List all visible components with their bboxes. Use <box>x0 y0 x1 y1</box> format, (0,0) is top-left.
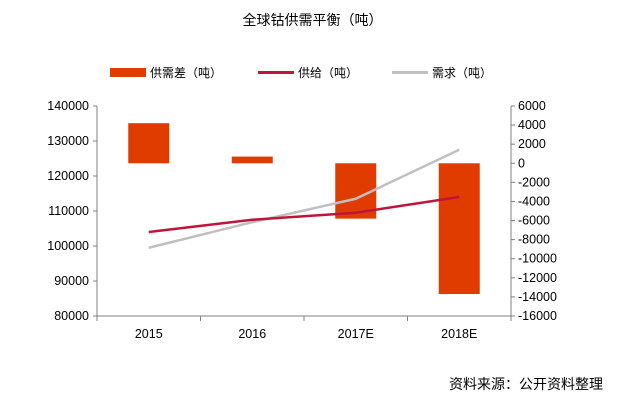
bar-supply-demand-gap <box>231 156 273 164</box>
right-tick-label: -10000 <box>518 252 557 266</box>
legend-item-demand: 需求（吨） <box>392 62 492 82</box>
right-tick-label: -14000 <box>518 290 557 304</box>
source-note: 资料来源：公开资料整理 <box>449 377 603 393</box>
legend-swatch-supply <box>258 70 294 74</box>
bar-supply-demand-gap <box>438 163 480 295</box>
x-tick-label: 2016 <box>238 327 266 341</box>
right-tick-label: -4000 <box>518 194 550 208</box>
right-tick-label: 0 <box>518 156 525 170</box>
left-tick-label: 80000 <box>54 309 89 323</box>
left-tick-label: 110000 <box>48 204 89 218</box>
chart-title: 全球钴供需平衡（吨） <box>242 13 383 29</box>
right-tick-label: 4000 <box>518 118 546 132</box>
legend-swatch-demand <box>392 70 428 74</box>
legend-swatch-gap <box>110 67 146 77</box>
right-tick-label: -6000 <box>518 214 550 228</box>
right-tick-label: 2000 <box>518 137 546 151</box>
left-tick-label: 100000 <box>47 239 89 253</box>
line-demand <box>148 148 460 249</box>
left-tick-label: 90000 <box>54 274 89 288</box>
legend: 供需差（吨） 供给（吨） 需求（吨） <box>0 62 625 82</box>
right-tick-label: -16000 <box>518 309 557 323</box>
x-tick-label: 2018E <box>441 327 477 341</box>
legend-item-gap: 供需差（吨） <box>110 62 222 82</box>
legend-label-supply: 供给（吨） <box>298 65 359 80</box>
x-tick-label: 2017E <box>338 327 374 341</box>
legend-label-gap: 供需差（吨） <box>150 65 223 80</box>
left-tick-label: 130000 <box>47 134 89 148</box>
right-tick-label: 6000 <box>518 99 546 113</box>
legend-item-supply: 供给（吨） <box>258 62 358 82</box>
right-tick-label: -8000 <box>518 233 550 247</box>
right-tick-label: -12000 <box>518 271 557 285</box>
line-supply <box>148 195 460 234</box>
bar-supply-demand-gap <box>128 123 170 164</box>
x-tick-label: 2015 <box>135 327 163 341</box>
legend-label-demand: 需求（吨） <box>432 65 493 80</box>
left-tick-label: 140000 <box>47 99 89 113</box>
right-tick-label: -2000 <box>518 175 550 189</box>
left-tick-label: 120000 <box>47 169 89 183</box>
